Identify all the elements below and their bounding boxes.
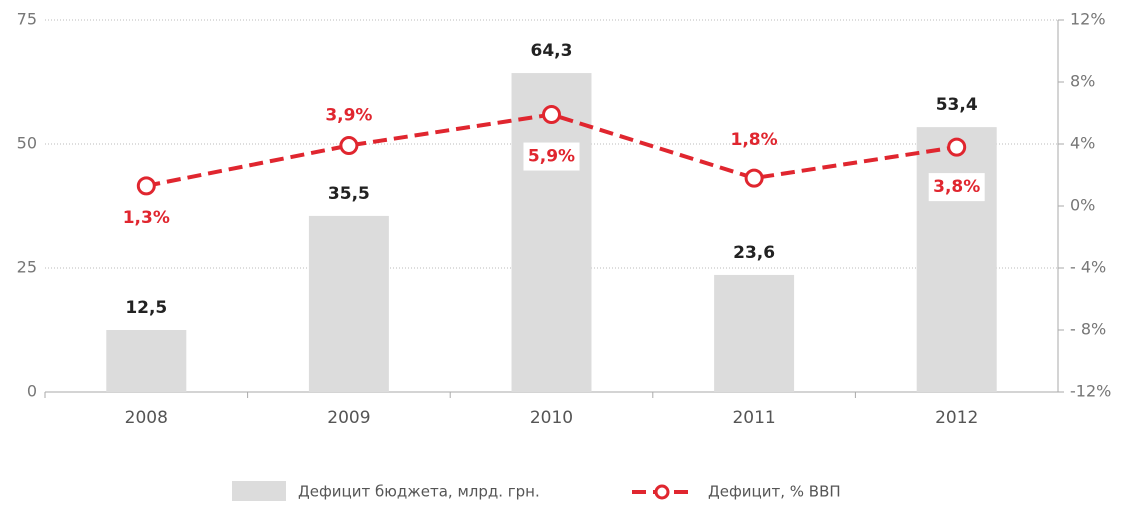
y2-tick-label: 8%	[1070, 72, 1095, 91]
line-point	[947, 137, 967, 157]
line-label: 1,8%	[731, 130, 778, 150]
bar	[916, 127, 997, 393]
x-tick-label: 2011	[732, 408, 775, 428]
label-box	[928, 173, 985, 202]
line-point	[136, 176, 156, 196]
bar	[714, 274, 795, 392]
y2-tick-label: - 4%	[1070, 258, 1106, 277]
y2-tick-label: 12%	[1070, 10, 1106, 29]
legend-marker	[654, 484, 670, 500]
y-tick-label: 0	[27, 382, 37, 401]
label-box	[523, 142, 580, 171]
bar-label: 12,5	[125, 298, 167, 318]
y2-tick-label: -12%	[1070, 382, 1111, 401]
y-tick-label: 50	[17, 134, 37, 153]
x-tick-label: 2012	[935, 408, 978, 428]
x-tick-label: 2010	[530, 408, 573, 428]
line-label: 3,9%	[325, 106, 372, 126]
line-point	[339, 136, 359, 156]
bar	[308, 215, 389, 392]
line-label: 3,8%	[933, 177, 980, 197]
bar	[106, 330, 187, 392]
line-point	[744, 168, 764, 188]
x-tick-label: 2008	[125, 408, 168, 428]
legend-swatch	[232, 481, 286, 501]
bar-label: 23,6	[733, 243, 775, 263]
line-label: 5,9%	[528, 147, 575, 167]
line-point	[542, 105, 561, 125]
y2-tick-label: - 8%	[1070, 320, 1106, 339]
y2-tick-label: 0%	[1070, 196, 1095, 215]
line-label: 1,3%	[123, 208, 170, 228]
x-tick-label: 2009	[327, 408, 370, 428]
y2-tick-label: 4%	[1070, 134, 1095, 153]
y-tick-label: 25	[17, 258, 37, 277]
bar-label: 35,5	[328, 184, 370, 204]
bar-label: 53,4	[936, 95, 978, 115]
bar-label: 64,3	[531, 41, 573, 61]
y-tick-label: 75	[17, 10, 37, 29]
legend-label: Дефицит, % ВВП	[708, 483, 841, 501]
bar	[511, 73, 592, 393]
legend-label: Дефицит бюджета, млрд. грн.	[298, 483, 540, 501]
